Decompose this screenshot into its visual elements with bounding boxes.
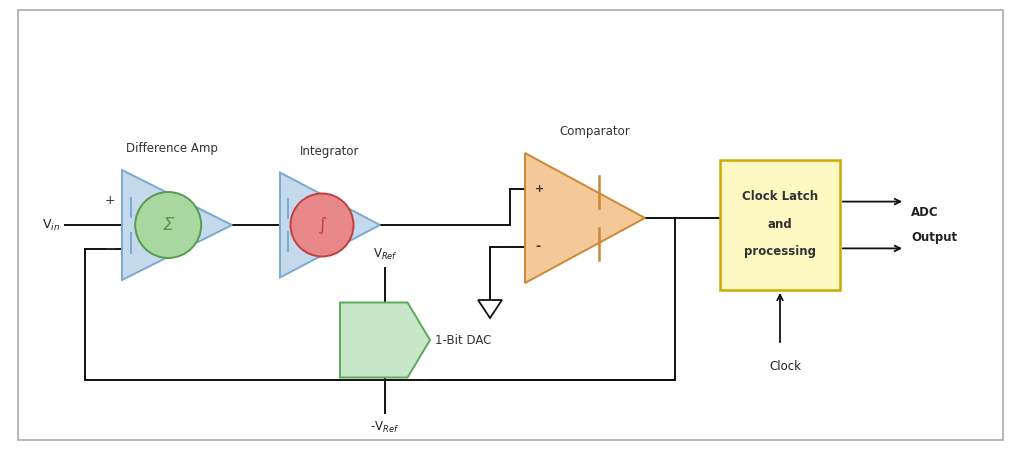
Text: and: and [768,218,792,231]
Text: V$_{in}$: V$_{in}$ [42,217,60,233]
Polygon shape [525,153,645,283]
Text: ∫: ∫ [318,216,327,234]
Text: -: - [535,240,540,253]
Polygon shape [340,303,430,377]
Text: Integrator: Integrator [300,144,359,157]
Text: −: − [104,242,115,256]
Circle shape [291,193,353,257]
Text: Difference Amp: Difference Amp [126,142,217,155]
FancyBboxPatch shape [720,160,840,290]
Polygon shape [478,300,502,318]
Text: Clock: Clock [769,360,801,373]
Text: Output: Output [911,230,957,244]
Text: -V$_{Ref}$: -V$_{Ref}$ [371,419,399,435]
Text: processing: processing [744,244,816,258]
Text: 1-Bit DAC: 1-Bit DAC [435,333,491,346]
Polygon shape [280,172,380,277]
Polygon shape [121,170,232,280]
Text: V$_{Ref}$: V$_{Ref}$ [373,248,397,262]
Text: Clock Latch: Clock Latch [742,190,818,203]
Text: Comparator: Comparator [560,125,630,138]
Text: ADC: ADC [911,207,938,220]
Text: +: + [535,184,544,194]
Text: Σ: Σ [162,216,174,234]
Circle shape [135,192,201,258]
Text: +: + [105,194,115,207]
